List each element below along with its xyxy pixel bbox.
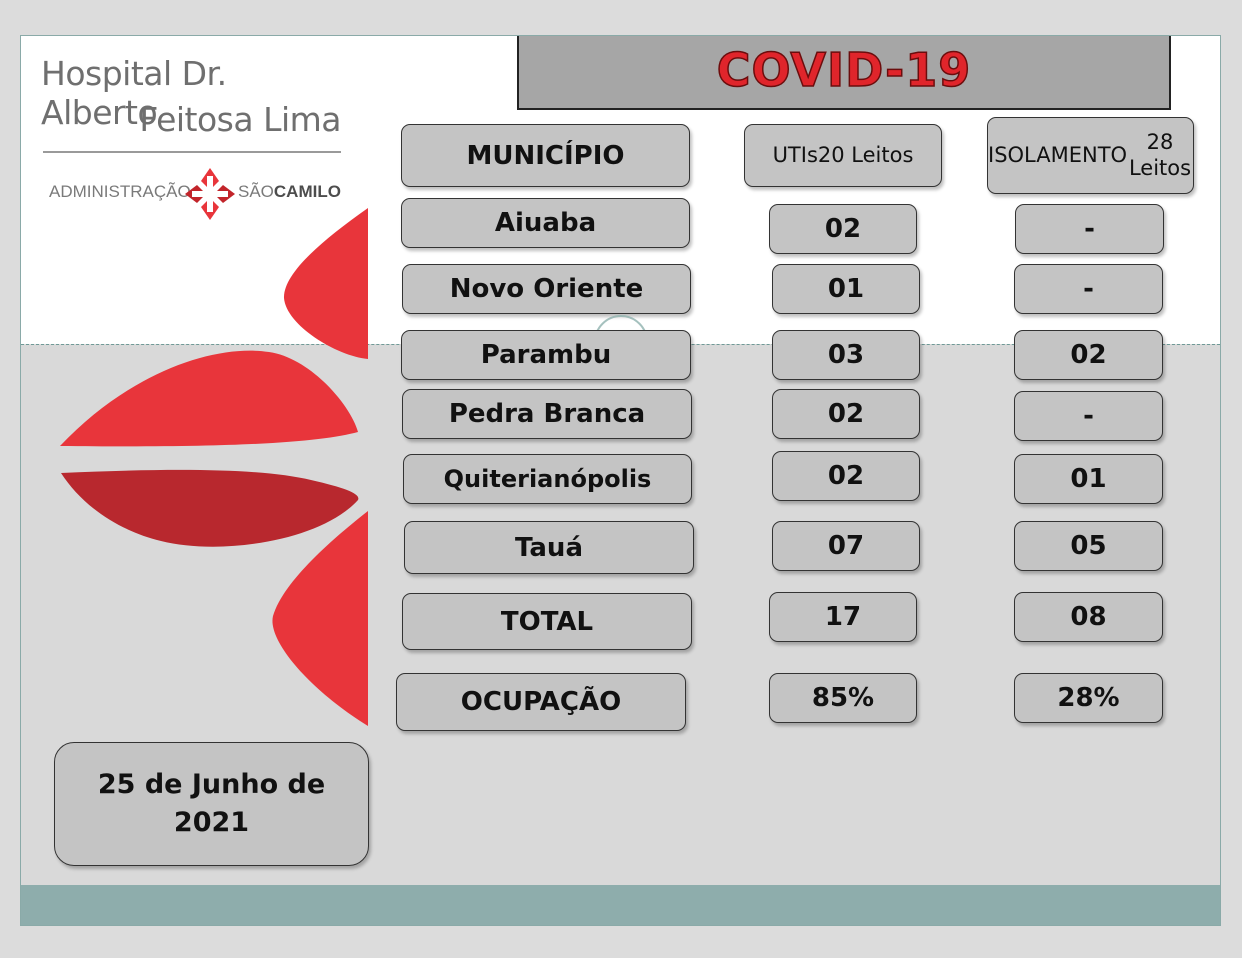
row-utis: 02 (772, 389, 920, 439)
date-box: 25 de Junho de 2021 (54, 742, 369, 866)
logo-sao-camilo-text: SÃOCAMILO (238, 182, 341, 202)
row-isolamento: 02 (1014, 330, 1163, 380)
petal-lower (61, 469, 359, 547)
row-utis: 07 (772, 521, 920, 571)
logo-camilo: CAMILO (273, 182, 341, 201)
footer-band (21, 885, 1220, 925)
row-utis: 02 (769, 204, 917, 254)
row-isolamento: - (1014, 391, 1163, 441)
row-municipio: Novo Oriente (402, 264, 691, 314)
row-isolamento: 05 (1014, 521, 1163, 571)
total-isolamento: 08 (1014, 592, 1163, 642)
hospital-name-line1: Hospital Dr. Alberto (41, 54, 227, 132)
row-utis: 01 (772, 264, 920, 314)
header-utis-capacity: 20 Leitos (817, 142, 914, 167)
title-banner: COVID-19 (517, 36, 1171, 110)
petal-bottom (272, 511, 368, 726)
total-label: TOTAL (402, 593, 692, 650)
ocupacao-utis: 85% (769, 673, 917, 723)
header-isolamento-capacity: 28 Leitos (1128, 130, 1192, 180)
row-municipio: Quiterianópolis (403, 454, 692, 504)
row-utis: 03 (772, 330, 920, 380)
total-utis: 17 (769, 592, 917, 642)
logo-divider (43, 151, 341, 153)
row-municipio: Pedra Branca (402, 389, 692, 439)
header-isolamento-title: ISOLAMENTO (988, 142, 1128, 167)
sao-camilo-cross-icon (185, 168, 235, 220)
red-petals-decoration (60, 208, 368, 726)
hospital-name-line2: Feitosa Lima (139, 100, 341, 139)
row-municipio: Aiuaba (401, 198, 690, 248)
row-isolamento: - (1014, 264, 1163, 314)
header-isolamento: ISOLAMENTO 28 Leitos (987, 117, 1194, 194)
row-municipio: Parambu (401, 330, 691, 380)
logo-sao: SÃO (238, 182, 274, 201)
row-isolamento: 01 (1014, 454, 1163, 504)
page-title: COVID-19 (716, 42, 972, 98)
row-isolamento: - (1015, 204, 1164, 254)
row-utis: 02 (772, 451, 920, 501)
petal-top (283, 208, 368, 359)
ocupacao-label: OCUPAÇÃO (396, 673, 686, 731)
slide: Hospital Dr. Alberto Feitosa Lima ADMINI… (20, 35, 1221, 926)
header-utis: UTIs 20 Leitos (744, 124, 942, 187)
row-municipio: Tauá (404, 521, 694, 574)
header-municipio: MUNICÍPIO (401, 124, 690, 187)
logo-admin-text: ADMINISTRAÇÃO (49, 182, 191, 201)
petal-middle (60, 350, 358, 447)
ocupacao-isolamento: 28% (1014, 673, 1163, 723)
header-utis-title: UTIs (772, 142, 818, 167)
